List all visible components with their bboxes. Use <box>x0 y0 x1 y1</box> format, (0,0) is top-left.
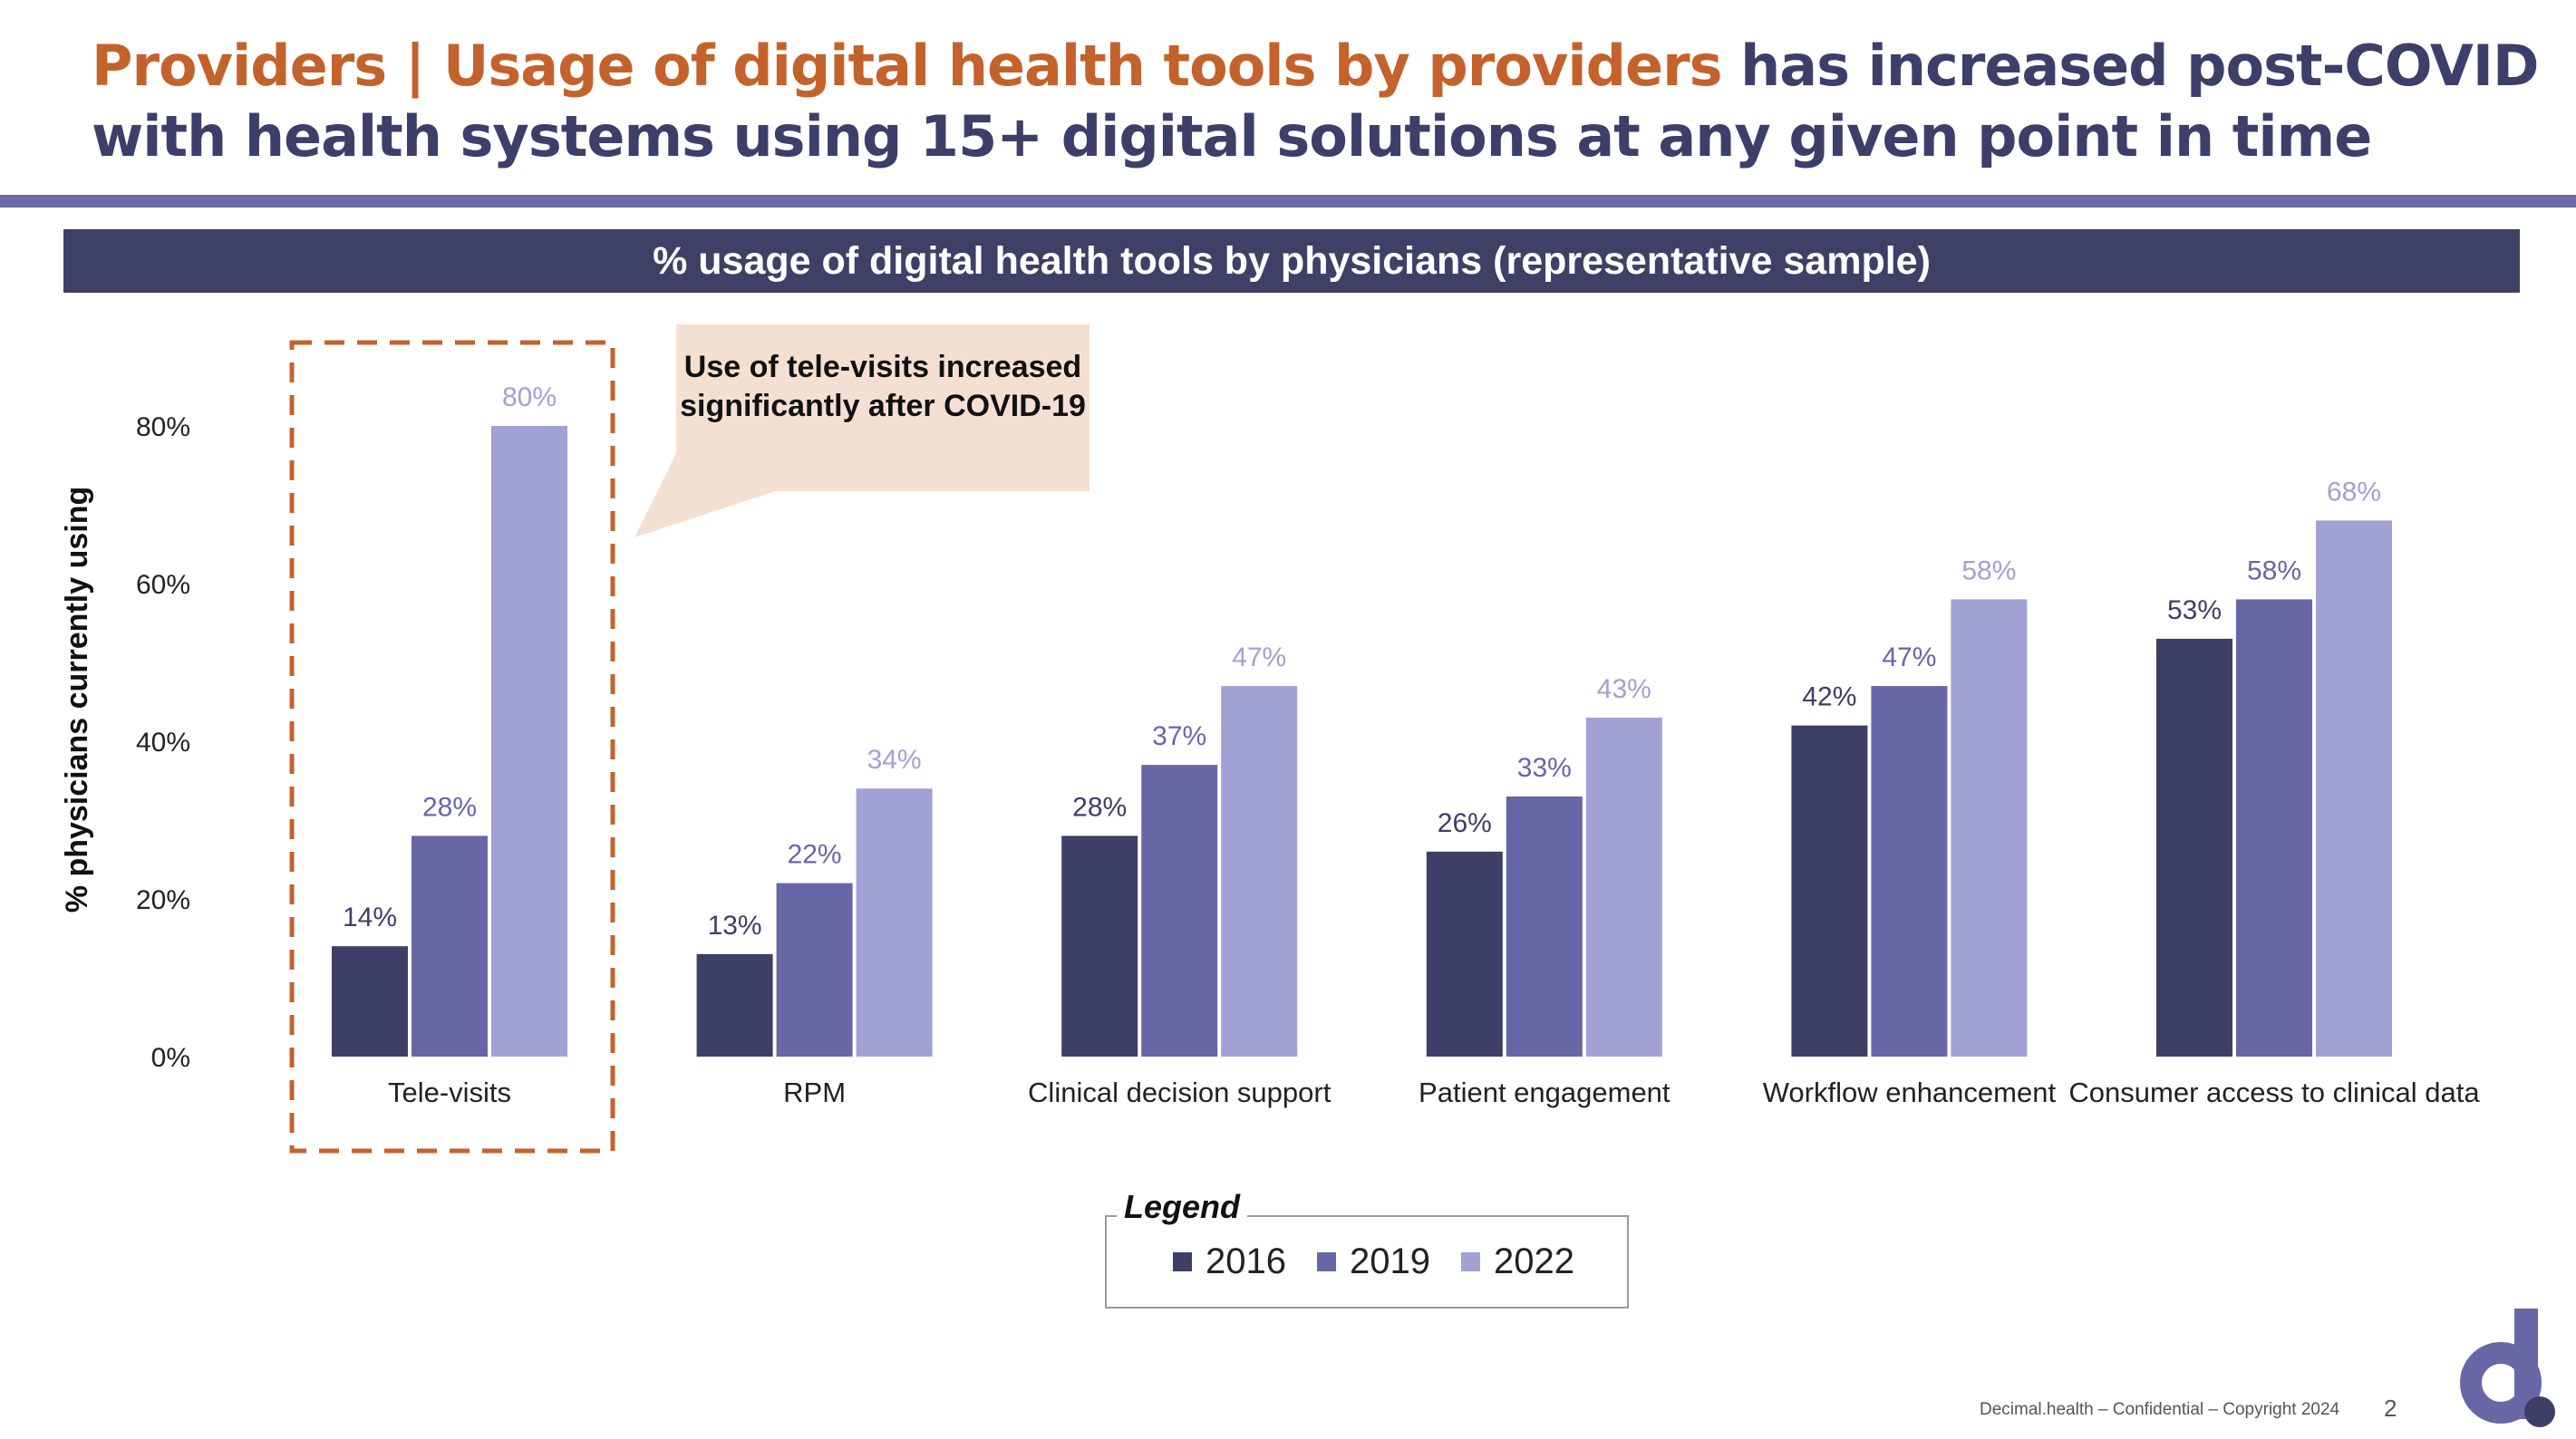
data-label-consumer-access-to-clinical-data-2016: 53% <box>2167 595 2222 625</box>
page-title-rest: has increased post-COVID with health sys… <box>92 33 2539 169</box>
legend-item-2022: 2022 <box>1460 1240 1574 1283</box>
bar-rpm-2022 <box>856 788 933 1057</box>
data-label-patient-engagement-2016: 26% <box>1438 808 1492 838</box>
y-tick-label-80: 80% <box>136 412 190 442</box>
data-label-rpm-2019: 22% <box>788 840 842 870</box>
legend-label-2019: 2019 <box>1349 1241 1430 1281</box>
y-tick-label-0: 0% <box>151 1043 190 1073</box>
bar-tele-visits-2022 <box>491 426 567 1057</box>
data-label-tele-visits-2022: 80% <box>502 382 557 412</box>
data-label-workflow-enhancement-2019: 47% <box>1882 642 1936 672</box>
legend-item-2019: 2019 <box>1316 1240 1430 1283</box>
legend-label-2016: 2016 <box>1206 1241 1286 1281</box>
legend-label-2022: 2022 <box>1493 1241 1574 1281</box>
footer-copyright: Decimal.health – Confidential – Copyrigh… <box>1980 1400 2340 1419</box>
bar-rpm-2019 <box>776 883 853 1057</box>
bar-clinical-decision-support-2022 <box>1221 686 1298 1057</box>
x-tick-label-consumer-access-to-clinical-data: Consumer access to clinical data <box>2068 1077 2480 1108</box>
bar-patient-engagement-2019 <box>1506 796 1583 1057</box>
bar-workflow-enhancement-2022 <box>1951 599 2028 1057</box>
x-tick-label-clinical-decision-support: Clinical decision support <box>1028 1077 1332 1108</box>
bar-clinical-decision-support-2019 <box>1141 765 1218 1057</box>
data-label-rpm-2022: 34% <box>867 745 922 775</box>
data-label-clinical-decision-support-2016: 28% <box>1072 792 1127 822</box>
callout-box: Use of tele-visits increased significant… <box>676 324 1089 491</box>
x-tick-label-tele-visits: Tele-visits <box>388 1077 511 1108</box>
data-label-workflow-enhancement-2022: 58% <box>1961 555 2016 585</box>
x-tick-label-workflow-enhancement: Workflow enhancement <box>1763 1077 2057 1108</box>
page-title-accent: Providers | Usage of digital health tool… <box>92 33 1723 99</box>
bar-patient-engagement-2022 <box>1585 717 1662 1057</box>
data-label-clinical-decision-support-2019: 37% <box>1152 721 1206 751</box>
bar-consumer-access-to-clinical-data-2022 <box>2316 520 2392 1057</box>
bar-workflow-enhancement-2019 <box>1871 686 1948 1057</box>
data-label-rpm-2016: 13% <box>708 911 762 941</box>
data-label-consumer-access-to-clinical-data-2022: 68% <box>2327 477 2381 507</box>
legend-item-2016: 2016 <box>1173 1240 1286 1283</box>
page-number: 2 <box>2384 1395 2397 1422</box>
chart-banner: % usage of digital health tools by physi… <box>63 229 2520 293</box>
data-label-workflow-enhancement-2016: 42% <box>1802 682 1856 712</box>
y-axis-label: % physicians currently using <box>60 487 94 913</box>
y-tick-label-40: 40% <box>136 728 190 758</box>
callout-pointer <box>634 449 787 537</box>
highlight-box <box>289 340 615 1154</box>
x-tick-label-rpm: RPM <box>783 1077 846 1108</box>
y-tick-label-20: 20% <box>136 885 190 915</box>
data-label-tele-visits-2019: 28% <box>422 792 477 822</box>
legend-swatch-2022 <box>1460 1251 1480 1271</box>
data-label-clinical-decision-support-2022: 47% <box>1232 642 1286 672</box>
page-title: Providers | Usage of digital health tool… <box>92 31 2539 172</box>
data-label-patient-engagement-2019: 33% <box>1517 753 1572 783</box>
legend-title: Legend <box>1117 1187 1248 1227</box>
legend-items: 2016 2019 2022 <box>1173 1240 1605 1283</box>
bar-consumer-access-to-clinical-data-2016 <box>2156 638 2232 1057</box>
bar-consumer-access-to-clinical-data-2019 <box>2236 599 2312 1057</box>
legend-box <box>1105 1215 1629 1309</box>
bar-clinical-decision-support-2016 <box>1061 835 1138 1057</box>
bar-tele-visits-2019 <box>412 835 488 1057</box>
bar-tele-visits-2016 <box>332 946 408 1057</box>
bar-patient-engagement-2016 <box>1426 851 1503 1057</box>
bar-workflow-enhancement-2016 <box>1791 725 1868 1057</box>
decimal-logo-icon <box>2460 1309 2555 1427</box>
title-divider <box>0 195 2576 208</box>
bar-rpm-2016 <box>696 953 773 1057</box>
y-tick-label-60: 60% <box>136 570 190 600</box>
legend-swatch-2016 <box>1173 1251 1192 1271</box>
data-label-patient-engagement-2022: 43% <box>1597 674 1651 704</box>
data-label-tele-visits-2016: 14% <box>343 903 397 932</box>
x-tick-label-patient-engagement: Patient engagement <box>1419 1077 1671 1108</box>
legend-swatch-2019 <box>1316 1251 1336 1271</box>
data-label-consumer-access-to-clinical-data-2019: 58% <box>2247 555 2301 585</box>
